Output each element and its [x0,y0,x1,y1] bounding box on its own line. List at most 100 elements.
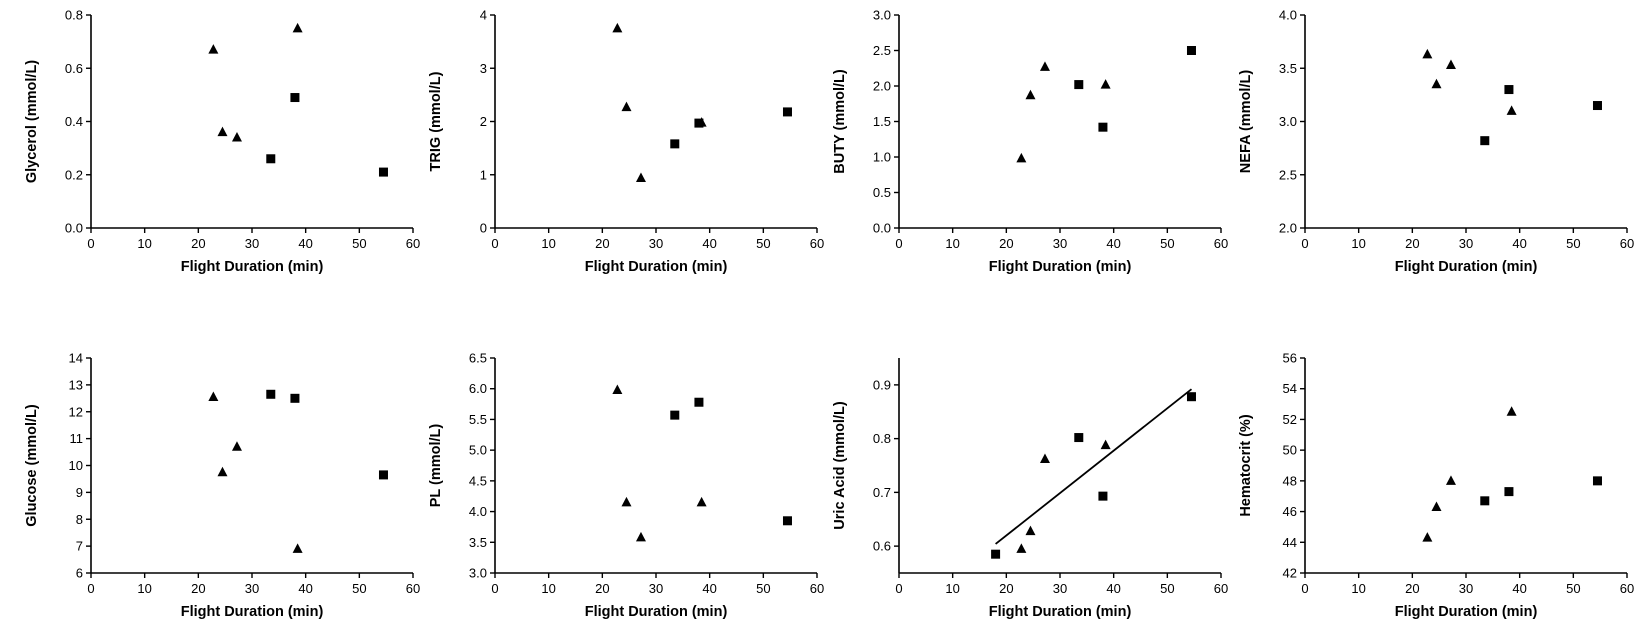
chart-panel-8: 0 10 20 30 40 50 60 42 44 46 48 50 52 54 56 Flight Dura… [1238,351,1634,621]
y-tick-label: 2.0 [1279,221,1297,236]
y-tick-label: 3 [480,61,487,76]
y-tick-label: 2 [480,114,487,129]
chart-panel-2: 0 10 20 30 40 50 60 0 1 2 3 4 Flight Duration (min) T… [428,8,824,276]
x-tick-label: 30 [649,581,663,596]
triangle-marker [1445,59,1456,70]
y-tick-label: 7 [76,539,83,554]
triangle-marker [696,496,707,507]
x-tick-label: 20 [1405,236,1419,251]
triangle-marker [208,391,219,401]
square-marker [1592,101,1602,111]
x-tick-label: 30 [1053,236,1067,251]
triangle-marker [1506,406,1517,416]
y-tick-label: 1 [480,167,487,182]
x-tick-label: 60 [406,581,420,596]
triangle-marker [621,496,632,507]
x-tick-label: 40 [298,581,312,596]
x-tick-label: 10 [945,581,959,596]
y-tick-label: 6 [76,566,83,581]
regression-line [995,388,1193,545]
x-tick-label: 0 [895,581,902,596]
y-tick-label: 3.0 [1279,114,1297,129]
x-tick-label: 60 [1620,581,1634,596]
y-tick-label: 9 [76,485,83,500]
x-axis-title: Flight Duration (min) [181,259,324,275]
x-tick-label: 40 [298,236,312,251]
x-tick-label: 40 [702,581,716,596]
triangle-marker [231,131,242,142]
square-marker [378,470,388,480]
y-tick-label: 3.5 [1279,61,1297,76]
y-tick-label: 44 [1283,535,1297,550]
y-tick-label: 42 [1283,566,1297,581]
x-tick-label: 20 [191,236,205,251]
x-tick-label: 10 [541,581,555,596]
y-tick-label: 5.0 [469,443,487,458]
x-tick-label: 60 [406,236,420,251]
y-tick-label: 0.0 [873,221,891,236]
square-marker [782,107,792,117]
square-marker [1592,476,1602,486]
y-tick-label: 2.0 [873,79,891,94]
x-tick-label: 10 [541,236,555,251]
x-tick-label: 0 [1301,236,1308,251]
x-tick-label: 0 [491,581,498,596]
x-tick-label: 10 [1351,236,1365,251]
x-axis-title: Flight Duration (min) [585,259,728,275]
y-tick-label: 4.0 [469,504,487,519]
square-marker [266,389,276,399]
y-axis-title: Glucose (mmol/L) [24,404,40,527]
y-tick-label: 5.5 [469,412,487,427]
y-tick-label: 10 [69,458,83,473]
x-axis-title: Flight Duration (min) [989,604,1132,620]
x-tick-label: 0 [87,581,94,596]
y-tick-label: 8 [76,512,83,527]
square-marker [782,516,792,526]
y-tick-label: 46 [1283,504,1297,519]
x-tick-label: 40 [1106,236,1120,251]
square-marker [670,410,680,420]
x-tick-label: 20 [999,581,1013,596]
triangle-marker [612,22,623,33]
y-tick-label: 0 [480,221,487,236]
y-tick-label: 0.7 [873,485,891,500]
y-tick-label: 4.5 [469,473,487,488]
x-tick-label: 20 [1405,581,1419,596]
x-axis-title: Flight Duration (min) [181,604,324,620]
x-tick-label: 0 [491,236,498,251]
triangle-marker [1100,439,1111,450]
triangle-marker [208,44,219,54]
y-tick-label: 0.8 [873,431,891,446]
x-tick-label: 60 [810,236,824,251]
y-tick-label: 56 [1283,351,1297,366]
x-tick-label: 50 [1566,236,1580,251]
square-marker [1480,136,1490,146]
x-axis-title: Flight Duration (min) [1395,604,1538,620]
square-marker [694,397,704,407]
x-tick-label: 30 [245,581,259,596]
chart-panel-3: 0 10 20 30 40 50 60 0.0 0.5 1.0 1.5 2.0 2.5 3.0 Flight… [832,8,1228,276]
square-marker [1480,496,1490,506]
x-tick-label: 0 [895,236,902,251]
x-tick-label: 40 [1512,236,1526,251]
triangle-marker [1422,532,1433,542]
y-tick-label: 13 [69,377,83,392]
y-tick-label: 6.0 [469,381,487,396]
x-tick-label: 50 [1160,581,1174,596]
square-marker [266,154,276,164]
y-axis-title: PL (mmol/L) [428,424,444,508]
triangle-marker [1431,78,1442,89]
x-axis-title: Flight Duration (min) [1395,259,1538,275]
y-tick-label: 54 [1283,381,1297,396]
x-tick-label: 60 [1214,236,1228,251]
x-tick-label: 40 [1106,581,1120,596]
triangle-marker [635,172,646,182]
square-marker [290,93,300,103]
square-marker [378,167,388,177]
triangle-marker [1016,152,1027,163]
triangle-marker [1025,89,1036,100]
square-marker [1504,487,1514,497]
x-tick-label: 0 [87,236,94,251]
y-tick-label: 14 [69,351,83,366]
